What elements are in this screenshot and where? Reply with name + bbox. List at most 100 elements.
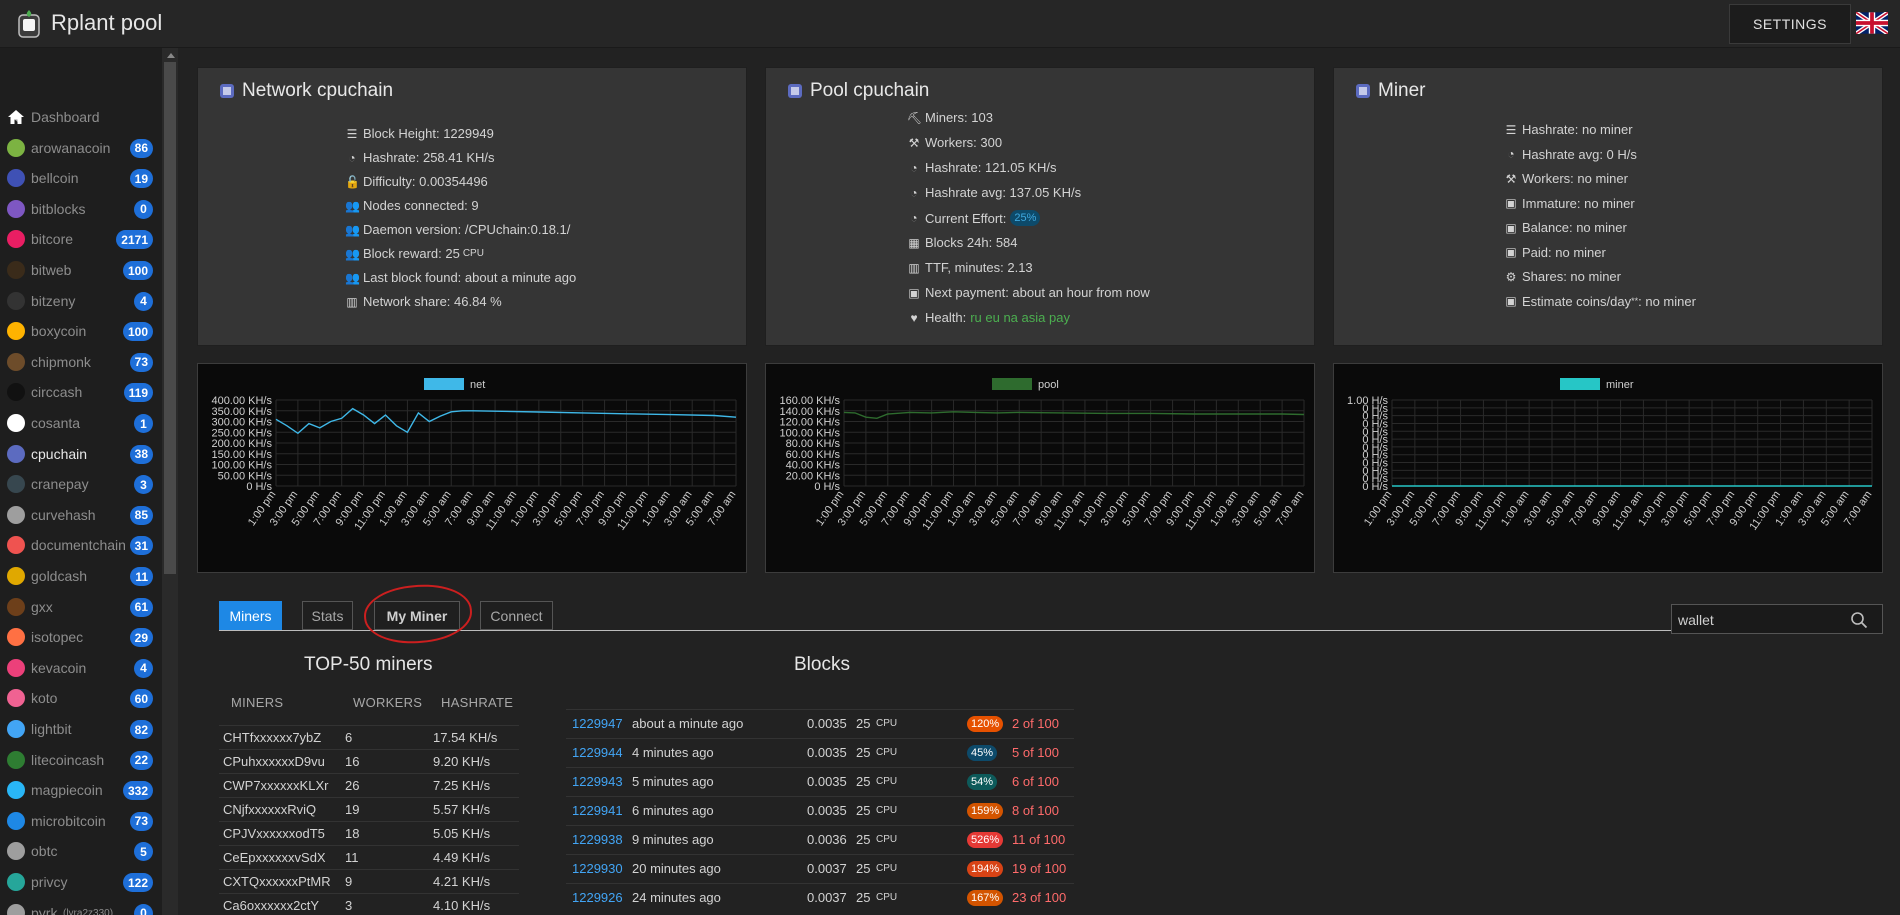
tab-connect[interactable]: Connect [480,601,553,630]
sidebar-item-curvehash[interactable]: curvehash 85 [0,500,162,530]
legend-label: miner [1606,379,1634,391]
sidebar-scrollbar-thumb[interactable] [164,62,176,574]
block-time: 20 minutes ago [632,861,721,876]
pool-card-title: Pool cpuchain [786,80,929,102]
users-icon: 👥 [345,246,360,261]
table-row[interactable]: CWP7xxxxxxKLXr 26 7.25 KH/s [219,773,519,797]
col-header-workers: WORKERS [353,695,423,710]
pool-stat-4: ◔ Current Effort: 25% [907,210,1041,226]
bitblocks-icon [7,199,25,218]
miner-stat-7: ▣ Estimate coins/day **: no miner [1504,294,1696,309]
search-icon[interactable] [1850,611,1868,629]
app-title[interactable]: Rplant pool [51,10,163,35]
stat-text: TTF, minutes: 2.13 [925,260,1033,275]
block-confirmations: 11 of 100 [1012,832,1066,847]
uk-flag-icon[interactable] [1856,12,1888,34]
legend-swatch [992,378,1032,390]
sidebar-item-bitzeny[interactable]: bitzeny 4 [0,286,162,316]
money-icon: ▣ [1505,294,1517,308]
block-time: 9 minutes ago [632,832,714,847]
table-row[interactable]: CPuhxxxxxxD9vu 16 9.20 KH/s [219,749,519,773]
block-height-link[interactable]: 1229941 [572,803,623,818]
block-difficulty: 0.0035 [807,716,847,731]
sidebar-item-litecoincash[interactable]: litecoincash 22 [0,745,162,775]
sidebar-item-magpiecoin[interactable]: magpiecoin 332 [0,775,162,805]
sidebar-item-bitcore[interactable]: bitcore 2171 [0,224,162,254]
stat-text: Workers: 300 [925,135,1003,150]
miner-hashrate: 5.05 KH/s [433,826,491,841]
table-row[interactable]: CeEpxxxxxxvSdX 11 4.49 KH/s [219,845,519,869]
blocks-title: Blocks [794,654,850,675]
sidebar-item-documentchain[interactable]: documentchain 31 [0,530,162,560]
tab-miners[interactable]: Miners [219,601,282,630]
table-row[interactable]: Ca6oxxxxxx2ctY 3 4.10 KH/s [219,893,519,915]
sidebar-item-koto[interactable]: koto 60 [0,683,162,713]
bitzeny-icon [7,291,25,310]
table-row[interactable]: CNjfxxxxxxRviQ 19 5.57 KH/s [219,797,519,821]
miner-hashrate: 9.20 KH/s [433,754,491,769]
gauge-icon: ◔ [910,160,918,175]
block-time: 4 minutes ago [632,745,714,760]
block-height-link[interactable]: 1229938 [572,832,623,847]
sidebar-item-microbitcoin[interactable]: microbitcoin 73 [0,806,162,836]
tab-stats[interactable]: Stats [302,601,353,630]
scroll-up-icon[interactable] [167,53,175,58]
y-tick-label: 0 H/s [1362,458,1388,470]
sidebar-item-badge: 61 [129,597,153,617]
sidebar-item-arowanacoin[interactable]: arowanacoin 86 [0,133,162,163]
legend-swatch [424,378,464,390]
table-row[interactable]: CPJVxxxxxxodT5 18 5.05 KH/s [219,821,519,845]
wallet-input[interactable] [1678,611,1838,629]
list-icon: ☰ [1505,122,1517,137]
sidebar-item-badge: 5 [134,842,153,862]
pool-stat-7: ▣ Next payment: about an hour from now [907,285,1149,300]
sidebar-item-bellcoin[interactable]: bellcoin 19 [0,163,162,193]
sidebar-item-bitweb[interactable]: bitweb 100 [0,255,162,285]
sidebar-item-kevacoin[interactable]: kevacoin 4 [0,653,162,683]
sidebar-item-obtc[interactable]: obtc 5 [0,836,162,866]
sidebar-item-badge: 29 [129,628,153,648]
sidebar-item-label: bitblocks [31,200,86,217]
block-height-link[interactable]: 1229944 [572,745,623,760]
miner-stat-0: ☰ Hashrate: no miner [1504,122,1633,137]
table-row[interactable]: CHTfxxxxxx7ybZ 6 17.54 KH/s [219,725,519,749]
sidebar-item-gxx[interactable]: gxx 61 [0,592,162,622]
table-row: 1229943 5 minutes ago 0.0035 25 54% 6 of 100 C… [566,767,1074,796]
y-tick-label: 40.00 KH/s [786,460,841,472]
tools-icon: ⚒ [1505,171,1517,186]
sidebar-item-cosanta[interactable]: cosanta 1 [0,408,162,438]
miner-hashrate: 5.57 KH/s [433,802,491,817]
y-tick-label: 140.00 KH/s [779,406,840,418]
block-height-link[interactable]: 1229947 [572,716,623,731]
sidebar-item-circcash[interactable]: circcash 119 [0,377,162,407]
sidebar-item-pyrk[interactable]: pyrk (lyra2z330) 0 [0,898,162,915]
block-difficulty: 0.0037 [807,861,847,876]
block-height-link[interactable]: 1229930 [572,861,623,876]
sidebar-item-privcy[interactable]: privcy 122 [0,867,162,897]
sidebar-item-label: bitweb [31,262,72,278]
sidebar-item-goldcash[interactable]: goldcash 11 [0,561,162,591]
block-height-link[interactable]: 1229926 [572,890,623,905]
sidebar-item-isotopec[interactable]: isotopec 29 [0,622,162,652]
sidebar-item-cpuchain[interactable]: cpuchain 38 [0,439,162,469]
miner-address: CXTQxxxxxxPtMR [223,874,331,889]
y-tick-label: 100.00 KH/s [779,427,840,439]
sidebar-item-Dashboard[interactable]: Dashboard [0,102,162,132]
pool-title-text: Pool cpuchain [810,80,930,101]
block-height-link[interactable]: 1229943 [572,774,623,789]
sidebar-item-chipmonk[interactable]: chipmonk 73 [0,347,162,377]
sidebar-item-boxycoin[interactable]: boxycoin 100 [0,316,162,346]
arowanacoin-icon [7,138,25,157]
pool-stat-0: ⛏ Miners: 103 [907,110,993,125]
top-miners-title: TOP-50 miners [304,654,433,675]
settings-button[interactable]: SETTINGS [1729,4,1851,44]
sidebar-item-cranepay[interactable]: cranepay 3 [0,469,162,499]
stat-text: Health: [925,310,967,325]
network-stat-5: 👥 Block reward: 25 CPU [345,246,484,261]
tab-my-miner[interactable]: My Miner [374,601,460,630]
table-row[interactable]: CXTQxxxxxxPtMR 9 4.21 KH/s [219,869,519,893]
sidebar-item-label: arowanacoin [31,139,111,156]
sidebar-item-lightbit[interactable]: lightbit 82 [0,714,162,744]
network-hashrate-chart: net 400.00 KH/s 350.00 KH/s 300.00 KH/s 250.… [197,363,747,573]
sidebar-item-bitblocks[interactable]: bitblocks 0 [0,194,162,224]
